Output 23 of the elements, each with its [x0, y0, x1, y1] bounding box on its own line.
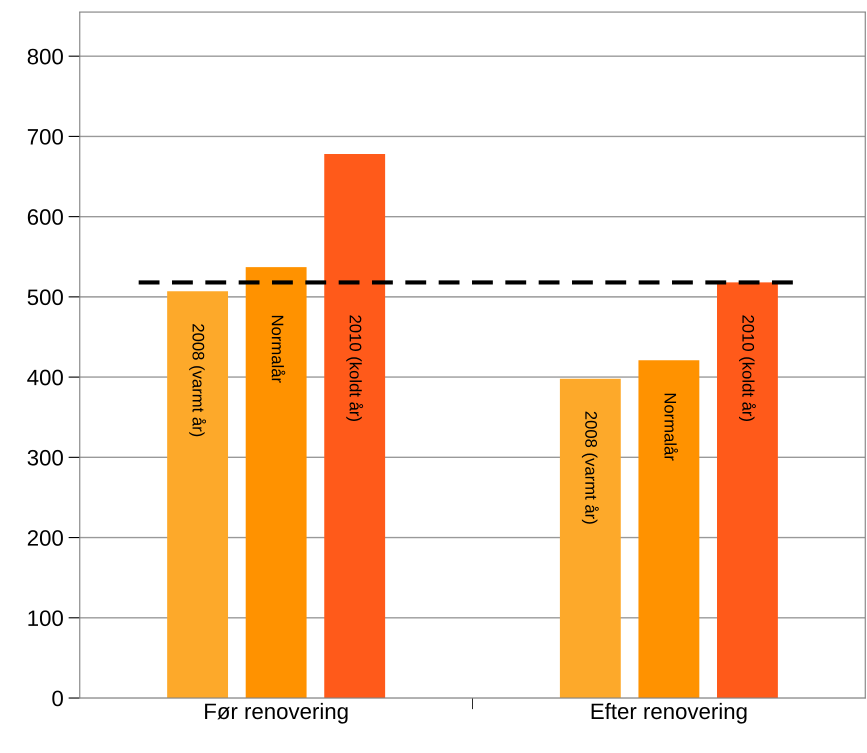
bar — [246, 267, 307, 698]
y-tick-label: 400 — [27, 370, 63, 386]
series-label: Normalår — [272, 316, 286, 383]
bar — [324, 154, 386, 698]
y-tick-label: 0 — [52, 690, 63, 706]
text: Normalår — [664, 394, 678, 461]
y-tick-label: 200 — [28, 530, 63, 546]
y-tick-label: 500 — [28, 289, 63, 306]
bar — [560, 378, 621, 698]
text: 2008 (varmt år) — [582, 412, 599, 524]
bar — [638, 360, 700, 698]
y-tick-label: 100 — [28, 610, 63, 626]
series-label: 2010 (koldt år) — [346, 315, 364, 421]
y-tick-label: 700 — [28, 128, 63, 145]
x-tick-label: Efter renovering — [592, 702, 747, 724]
y-tick-label: 300 — [28, 450, 63, 466]
x-tick-label: Før renovering — [205, 702, 348, 724]
bar — [167, 291, 228, 698]
y-tick-label: 800 — [28, 48, 63, 64]
text: 2010 (koldt år) — [739, 315, 756, 421]
series-label: 2008 (varmt år) — [189, 324, 206, 436]
bar — [717, 282, 778, 698]
y-tick-label: 600 — [28, 209, 63, 225]
